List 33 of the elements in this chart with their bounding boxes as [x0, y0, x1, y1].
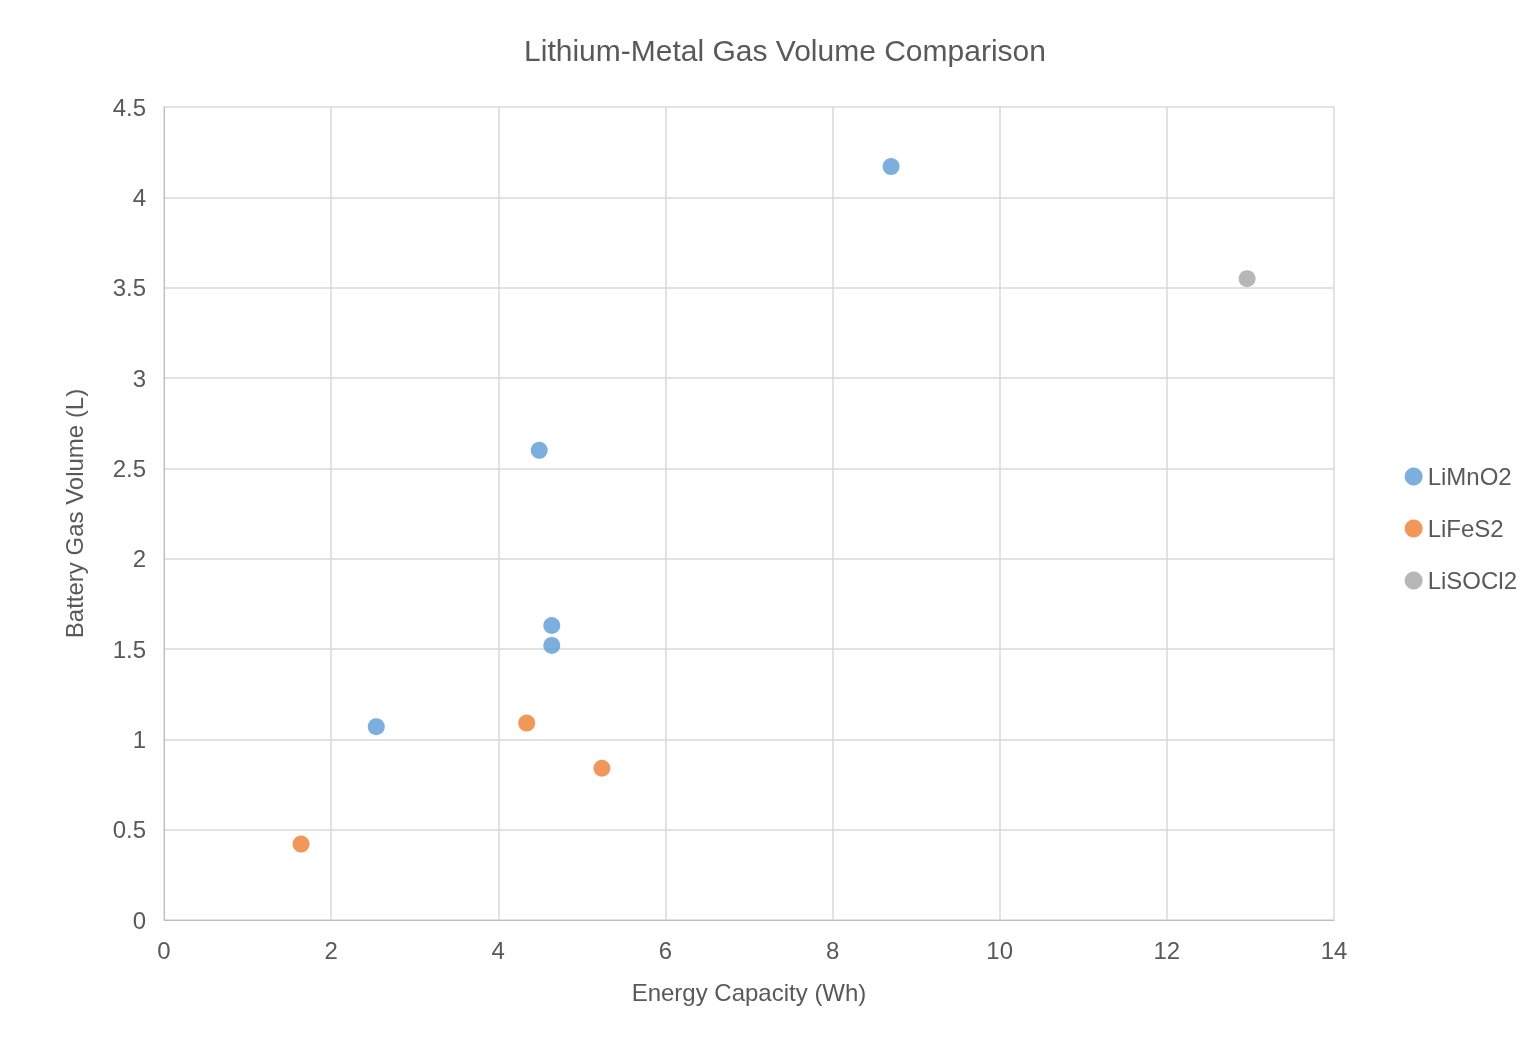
- y-tick-label: 1.5: [112, 635, 146, 663]
- x-tick-label: 14: [1320, 936, 1348, 964]
- point: [518, 714, 536, 732]
- x-tick-label: 0: [157, 936, 171, 964]
- y-tick-label: 4.5: [112, 93, 146, 121]
- point: [543, 636, 561, 654]
- y-tick-label: 0: [132, 906, 146, 934]
- legend-label: LiFeS2: [1427, 515, 1504, 542]
- y-axis-title: Battery Gas Volume (L): [60, 388, 88, 639]
- point: [367, 718, 385, 736]
- point: [530, 441, 548, 459]
- x-tick-label: 12: [1153, 936, 1181, 964]
- x-tick-label: 2: [324, 936, 338, 964]
- y-tick-label: 2: [132, 545, 146, 573]
- x-tick-label: 6: [658, 936, 673, 964]
- point: [292, 835, 310, 853]
- legend-label: LiMnO2: [1427, 463, 1512, 490]
- chart-title: Lithium-Metal Gas Volume Comparison: [524, 33, 1046, 67]
- x-axis-title: Energy Capacity (Wh): [631, 978, 867, 1006]
- y-tick-label: 4: [132, 183, 146, 211]
- point: [882, 158, 900, 176]
- y-tick-label: 2.5: [112, 454, 146, 482]
- point: [543, 617, 561, 635]
- x-tick-label: 8: [825, 936, 840, 964]
- point: [593, 759, 611, 777]
- x-tick-label: 4: [491, 936, 505, 964]
- x-tick-label: 10: [986, 936, 1014, 964]
- y-tick-label: 0.5: [112, 816, 146, 844]
- point: [1238, 270, 1256, 288]
- legend-label: LiSOCl2: [1427, 567, 1518, 594]
- y-tick-label: 3.5: [112, 274, 146, 302]
- y-tick-label: 1: [132, 725, 146, 753]
- y-tick-label: 3: [132, 364, 146, 392]
